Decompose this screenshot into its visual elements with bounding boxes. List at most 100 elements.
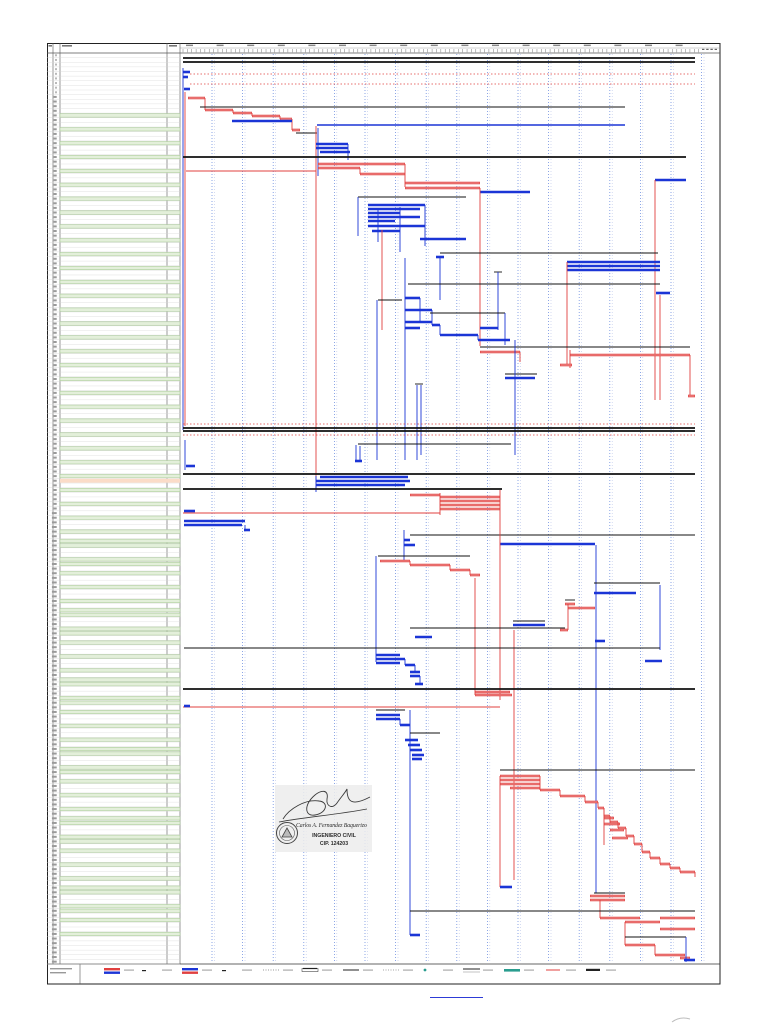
task-id-mark [51,909,57,912]
task-id-mark [53,456,57,459]
task-row-highlight [59,696,181,701]
task-row-highlight [59,654,181,659]
task-id-mark [53,405,57,408]
task-id-mark [51,803,57,806]
task-id-mark [53,146,57,149]
timescale-end-mark [702,48,705,50]
task-id-mark [53,280,57,283]
task-id-mark [51,734,57,737]
duration-header-mark [169,45,177,47]
engineer-stamp: Carlos A. Fernandez Baquerizo INGENIERO … [275,785,372,852]
task-id-mark [53,479,57,482]
task-row-highlight [59,141,181,146]
task-row-highlight [59,377,181,381]
task-id-mark [51,798,57,801]
task-id-mark [51,821,57,824]
task-id-mark [51,808,57,811]
task-id-mark [51,868,57,871]
task-row-highlight [59,515,181,520]
task-id-mark [51,882,57,885]
task-id-mark [53,484,57,487]
legend-label-mark [283,969,293,971]
legend-swatch-milestone [142,970,146,972]
task-id-mark [51,609,57,612]
task-id-mark [55,77,57,80]
task-id-mark [53,401,57,404]
task-row-highlight [59,682,181,687]
task-id-mark [53,433,57,436]
task-row-highlight [59,349,181,354]
task-id-mark [53,156,57,159]
id-header-mark [48,45,52,47]
legend-label-mark [606,969,616,971]
task-id-mark [53,322,57,325]
page-link[interactable] [430,989,483,998]
task-id-mark [51,530,57,533]
timescale-label-mark [492,44,499,47]
task-id-mark [53,461,57,464]
task-id-mark [55,68,57,71]
task-id-mark [51,604,57,607]
task-id-mark [51,761,57,764]
task-id-mark [51,692,57,695]
task-id-mark [55,72,57,75]
task-id-mark [53,465,57,468]
timescale-label-mark [430,44,438,47]
task-id-mark [51,650,57,653]
task-id-mark [51,572,57,575]
task-id-mark [51,641,57,644]
task-row-highlight [59,266,181,270]
task-row-highlight [59,876,181,881]
task-id-mark [51,743,57,746]
task-id-mark [55,54,57,57]
task-row-highlight [59,279,181,284]
task-id-mark [53,475,57,478]
timescale-label-mark [553,44,561,47]
task-row-highlight [59,446,181,451]
task-row-highlight [59,543,181,548]
task-id-mark [51,919,57,922]
task-id-mark [51,613,57,616]
task-row-highlight [59,631,181,636]
task-id-mark [53,488,57,491]
task-id-mark [51,687,57,690]
legend-swatch-teal [504,969,520,972]
task-id-mark [51,946,57,949]
task-id-mark [51,960,57,963]
task-id-mark [51,747,57,750]
task-id-mark [51,678,57,681]
task-id-mark [51,581,57,584]
task-id-mark [51,895,57,898]
legend-label-mark [322,969,332,971]
task-row-highlight [59,335,181,340]
task-id-mark [53,271,57,274]
engineer-seal-icon [276,822,298,844]
task-id-mark [51,780,57,783]
task-id-mark [55,86,57,89]
task-id-mark [53,308,57,311]
task-row-highlight [59,224,181,229]
task-id-mark [53,183,57,186]
task-row-highlight [59,585,181,590]
name-header-mark [62,45,72,47]
engineer-registration: CIP. 124203 [319,841,349,847]
task-row-highlight [59,321,181,326]
legend-title-mark [50,972,66,974]
task-id-mark [53,350,57,353]
task-row-highlight [59,474,181,479]
timescale-label-mark [522,44,530,47]
task-row-highlight [59,113,181,118]
legend-label-mark [524,969,534,971]
task-id-mark [51,831,57,834]
task-id-mark [51,655,57,658]
task-id-mark [51,835,57,838]
task-id-mark [51,956,57,959]
signature-stroke [282,788,371,820]
task-id-mark [53,220,57,223]
task-row-highlight [59,816,181,821]
legend-swatch-critical [182,971,198,974]
task-row-highlight [59,640,181,645]
task-id-mark [55,91,57,94]
task-row-highlight [59,612,181,617]
